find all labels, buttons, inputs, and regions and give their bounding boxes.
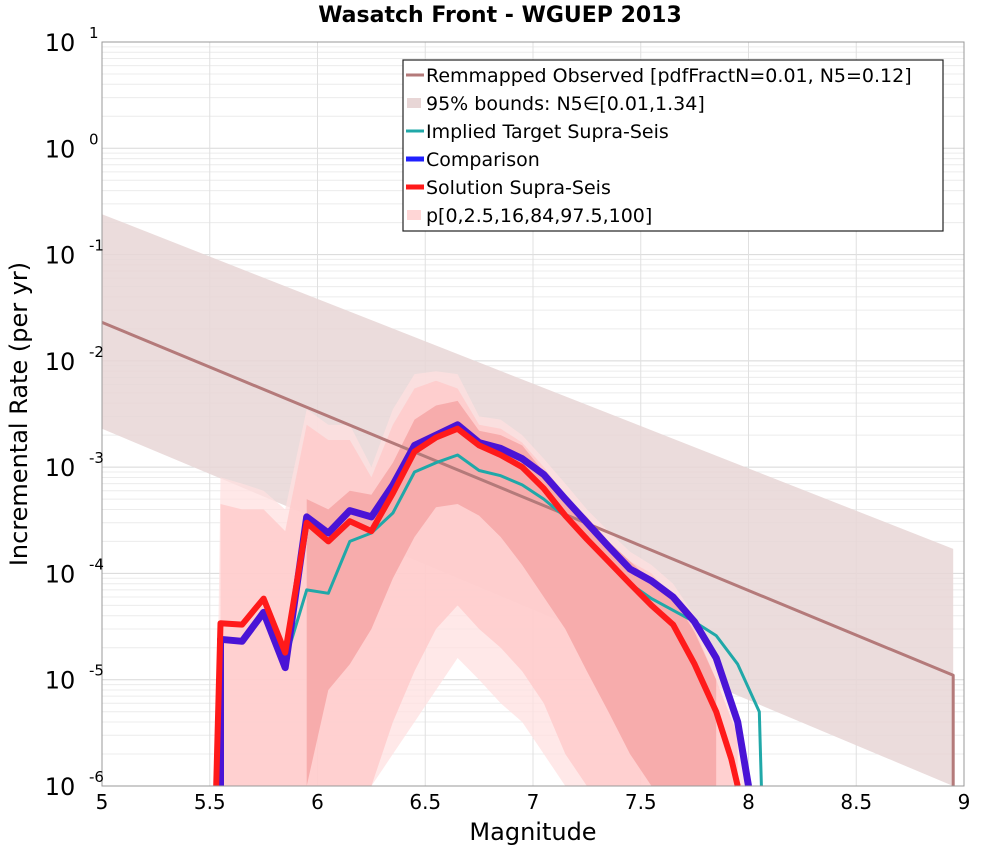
y-tick-exponent: -1	[89, 237, 104, 255]
y-tick-exponent: 1	[89, 24, 99, 42]
y-tick-label: 10	[45, 29, 76, 57]
chart-title: Wasatch Front - WGUEP 2013	[318, 3, 682, 28]
y-tick-label: 10	[45, 348, 76, 376]
x-tick-label: 7	[527, 790, 540, 814]
y-tick-exponent: -4	[89, 555, 104, 573]
x-tick-label: 8.5	[840, 790, 872, 814]
legend-swatch	[407, 210, 421, 220]
y-tick-exponent: -5	[89, 662, 104, 680]
x-tick-label: 5	[96, 790, 109, 814]
y-tick-exponent: -3	[89, 449, 104, 467]
y-tick-exponent: 0	[89, 130, 99, 148]
y-axis-label: Incremental Rate (per yr)	[5, 262, 33, 566]
band-3	[306, 400, 717, 786]
plot-frame	[101, 41, 965, 787]
y-tick-label: 10	[45, 454, 76, 482]
x-tick-label: 5.5	[194, 790, 226, 814]
y-tick-exponent: -2	[89, 343, 104, 361]
legend: Remmapped Observed [pdfFractN=0.01, N5=0…	[402, 59, 944, 232]
x-tick-label: 7.5	[625, 790, 657, 814]
y-axis-ticks: 10 -6 10 -5 10 -4 10 -3 10 -2 10 -1 10 0 10 1	[45, 24, 104, 801]
y-tick-label: 10	[45, 242, 76, 270]
series-line-0	[101, 321, 955, 786]
x-tick-label: 9	[958, 790, 971, 814]
y-tick-label: 10	[45, 560, 76, 588]
y-tick-label: 10	[45, 773, 76, 801]
legend-label: Comparison	[426, 149, 540, 171]
legend-label: 95% bounds: N5∈[0.01,1.34]	[426, 93, 705, 115]
y-tick-label: 10	[45, 667, 76, 695]
legend-box	[402, 59, 944, 232]
x-axis-ticks: 5 5.5 6 6.5 7 7.5 8 8.5 9	[96, 790, 971, 814]
x-tick-label: 6.5	[409, 790, 441, 814]
x-axis-label: Magnitude	[469, 818, 596, 846]
x-tick-label: 6	[311, 790, 324, 814]
y-tick-label: 10	[45, 135, 76, 163]
legend-label: Solution Supra-Seis	[426, 177, 611, 199]
legend-label: Implied Target Supra-Seis	[426, 121, 669, 143]
series-line-3	[213, 425, 741, 787]
legend-label: Remmapped Observed [pdfFractN=0.01, N5=0…	[426, 65, 912, 87]
data-lines	[101, 321, 955, 787]
legend-label: p[0,2.5,16,84,97.5,100]	[426, 205, 652, 227]
legend-swatch	[407, 98, 421, 108]
x-tick-label: 8	[742, 790, 755, 814]
y-tick-exponent: -6	[89, 768, 104, 786]
